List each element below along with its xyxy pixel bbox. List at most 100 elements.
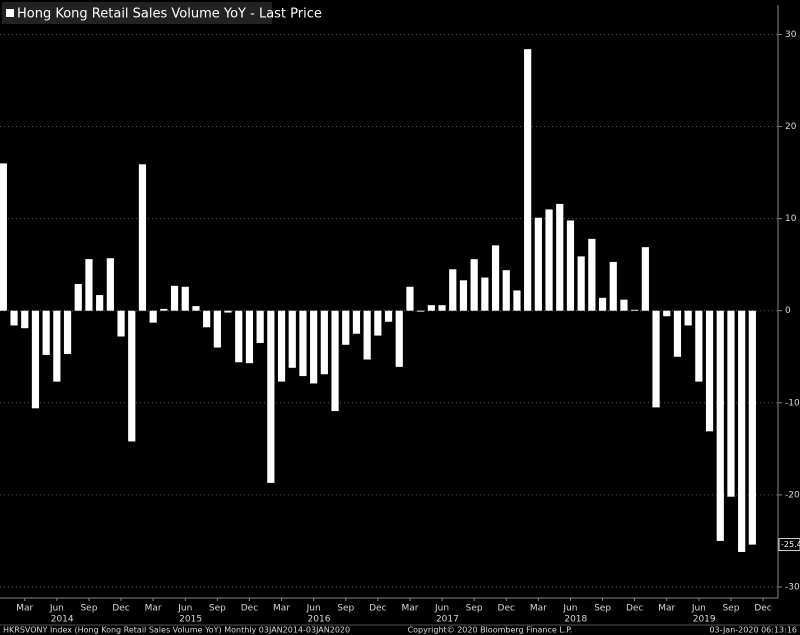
y-tick-label: -20 — [785, 490, 800, 500]
bar — [0, 163, 7, 311]
x-tick-label: Jun — [691, 604, 706, 614]
bar — [384, 310, 393, 322]
bar — [213, 310, 221, 348]
bar — [502, 270, 510, 311]
bar — [545, 209, 553, 311]
x-tick-label: Sep — [337, 604, 354, 614]
bar — [21, 310, 29, 329]
bar — [406, 286, 414, 311]
year-label: 2018 — [564, 615, 587, 625]
bar — [31, 310, 40, 409]
year-label: 2015 — [179, 615, 202, 625]
last-value-label: -25.4 — [781, 540, 800, 549]
bar — [74, 284, 82, 311]
source: HKRSVONY Index (Hong Kong Retail Sales V… — [3, 626, 350, 635]
bar — [609, 261, 617, 311]
x-tick-label: Jun — [434, 604, 449, 614]
bar — [310, 310, 318, 384]
bar — [10, 310, 18, 326]
legend-box — [2, 2, 272, 24]
last-value-box — [778, 538, 800, 551]
x-tick-label: Jun — [306, 604, 321, 614]
bar — [256, 310, 264, 343]
year-label: 2014 — [51, 615, 74, 625]
bar — [427, 305, 435, 311]
bar — [738, 310, 746, 552]
x-tick-label: Mar — [658, 604, 675, 614]
bar — [641, 247, 649, 311]
bar — [160, 308, 168, 311]
bar — [620, 299, 628, 311]
bar — [42, 310, 50, 355]
x-tick-label: Mar — [273, 604, 290, 614]
x-tick-label: Sep — [80, 604, 97, 614]
bar — [470, 259, 478, 311]
x-tick-label: Sep — [209, 604, 226, 614]
bar — [631, 309, 639, 311]
x-tick-label: Mar — [530, 604, 547, 614]
x-tick-label: Mar — [16, 604, 33, 614]
bar — [203, 310, 211, 328]
bar — [748, 310, 756, 545]
y-tick-label: 20 — [785, 122, 797, 132]
bar — [96, 295, 104, 311]
x-tick-label: Sep — [466, 604, 483, 614]
bar — [374, 310, 382, 336]
bar — [577, 256, 585, 311]
x-tick-label: Jun — [177, 604, 192, 614]
timestamp: 03-Jan-2020 06:13:16 — [709, 626, 797, 635]
bar — [491, 245, 500, 311]
bar — [363, 310, 371, 360]
x-tick-label: Dec — [241, 604, 258, 614]
bar — [224, 310, 232, 313]
bar — [652, 310, 660, 408]
bar — [245, 310, 254, 364]
bar — [170, 285, 179, 311]
year-label: 2016 — [308, 615, 331, 625]
y-tick-label: -30 — [785, 582, 800, 592]
bar — [149, 310, 157, 323]
bar — [299, 310, 307, 377]
x-tick-label: Dec — [498, 604, 515, 614]
y-tick-label: -10 — [785, 398, 800, 408]
x-tick-label: Dec — [626, 604, 643, 614]
bar — [449, 269, 457, 311]
bar — [128, 310, 136, 442]
bar — [524, 49, 532, 311]
x-tick-label: Dec — [112, 604, 129, 614]
bar — [267, 310, 275, 483]
bar — [181, 286, 189, 311]
bar — [235, 310, 243, 363]
bar — [459, 280, 468, 311]
x-tick-label: Dec — [754, 604, 771, 614]
bar — [727, 310, 735, 497]
bar — [588, 238, 596, 311]
bar — [673, 310, 682, 357]
bar — [705, 310, 714, 432]
bar — [513, 290, 521, 311]
bar — [63, 310, 72, 354]
legend-label: Hong Kong Retail Sales Volume YoY - Last… — [17, 7, 322, 22]
bar — [352, 310, 361, 334]
bar — [534, 217, 542, 311]
y-tick-label: 10 — [785, 214, 797, 224]
bar — [481, 277, 489, 311]
x-tick-label: Sep — [722, 604, 739, 614]
x-tick-label: Mar — [401, 604, 418, 614]
copyright: Copyright© 2020 Bloomberg Finance L.P. — [408, 626, 573, 635]
bar — [106, 258, 114, 311]
bar — [320, 310, 328, 375]
bar — [598, 297, 607, 311]
bar — [556, 203, 564, 311]
bar — [277, 310, 286, 382]
x-tick-label: Jun — [49, 604, 64, 614]
x-tick-label: Jun — [562, 604, 577, 614]
x-tick-label: Dec — [369, 604, 386, 614]
bar — [331, 310, 339, 412]
x-tick-label: Mar — [145, 604, 162, 614]
x-tick-label: Sep — [594, 604, 611, 614]
bar — [417, 310, 425, 312]
bar — [663, 310, 671, 317]
bar — [85, 259, 93, 311]
